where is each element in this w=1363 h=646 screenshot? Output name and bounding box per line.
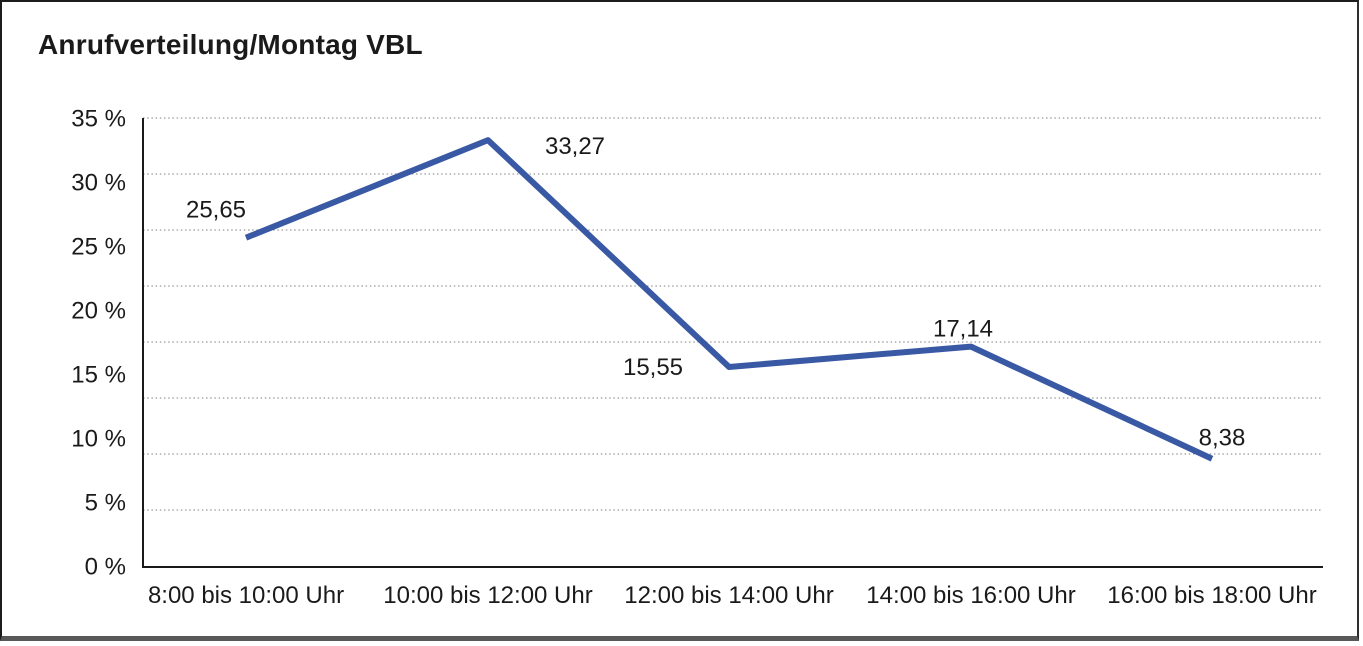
y-tick-label: 5 %: [85, 490, 126, 517]
data-point-label: 33,27: [545, 133, 605, 160]
y-tick-label: 30 %: [71, 170, 126, 197]
data-point-label: 15,55: [623, 354, 683, 381]
chart-title: Anrufverteilung/Montag VBL: [38, 29, 423, 60]
data-point-label: 17,14: [933, 316, 993, 343]
data-line: [244, 137, 1214, 462]
data-point-label: 25,65: [186, 197, 246, 224]
x-tick-label: 8:00 bis 10:00 Uhr: [148, 582, 344, 609]
x-tick-label: 14:00 bis 16:00 Uhr: [866, 582, 1075, 609]
data-point-label: 8,38: [1199, 425, 1246, 452]
y-tick-label: 25 %: [71, 234, 126, 261]
y-tick-label: 15 %: [71, 362, 126, 389]
y-tick-label: 35 %: [71, 106, 126, 133]
y-tick-label: 0 %: [85, 554, 126, 581]
y-tick-label: 10 %: [71, 426, 126, 453]
x-tick-label: 10:00 bis 12:00 Uhr: [383, 582, 592, 609]
y-tick-label: 20 %: [71, 298, 126, 325]
x-tick-label: 16:00 bis 18:00 Uhr: [1107, 582, 1316, 609]
line-chart-plot: 35 % 30 % 25 % 20 % 15 % 10 % 5 % 0 % 8:00 bis 1…: [71, 106, 1323, 609]
x-tick-label: 12:00 bis 14:00 Uhr: [624, 582, 833, 609]
